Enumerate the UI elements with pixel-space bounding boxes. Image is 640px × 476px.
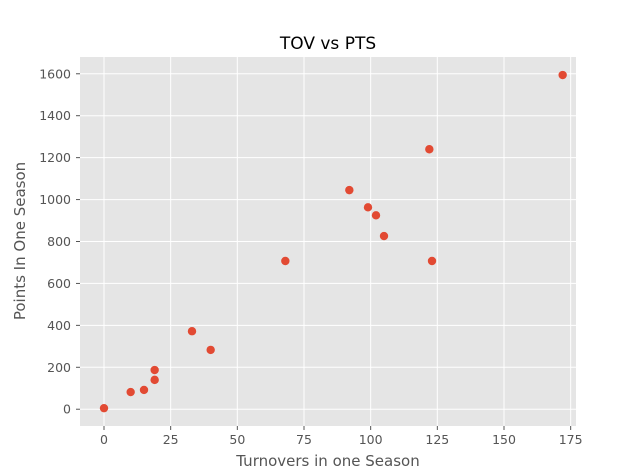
data-point (379, 231, 389, 241)
x-tick-label: 150 (492, 432, 516, 447)
data-point (206, 345, 215, 355)
data-point (281, 256, 290, 266)
data-point (345, 185, 354, 195)
y-tick-label: 200 (47, 360, 71, 375)
x-tick-label: 25 (163, 432, 179, 447)
data-point (99, 403, 109, 413)
y-tick-label: 1000 (39, 192, 71, 207)
x-tick-label: 125 (425, 432, 449, 447)
y-axis-label: Points In One Season (11, 162, 29, 320)
data-point (126, 387, 135, 397)
x-tick-label: 75 (296, 432, 312, 447)
x-tick-label: 0 (100, 432, 108, 447)
data-point (363, 203, 373, 212)
data-point (187, 327, 197, 336)
x-tick-label: 100 (359, 432, 383, 447)
x-tick-label: 50 (229, 432, 245, 447)
grid-lines (80, 57, 576, 426)
y-tick-label: 400 (47, 318, 71, 333)
y-tick-label: 1600 (39, 66, 71, 81)
data-point (427, 256, 437, 266)
y-tick-label: 800 (47, 234, 71, 249)
y-tick-label: 1400 (39, 108, 71, 123)
y-tick-label: 600 (47, 276, 71, 291)
x-tick-label: 175 (559, 432, 583, 447)
data-point (371, 211, 381, 220)
x-axis-label: Turnovers in one Season (235, 452, 419, 470)
data-point (139, 385, 149, 395)
y-tick-label: 1200 (39, 150, 71, 165)
data-point (558, 70, 567, 80)
data-points (99, 70, 567, 413)
y-tick-label: 0 (63, 402, 71, 417)
axis-ticks: 0 25 50 75 100 125 150 175 0 200 400 600 800 1000 1200… (39, 66, 582, 447)
data-point (150, 365, 159, 375)
chart-title: TOV vs PTS (279, 34, 376, 54)
data-point (150, 375, 159, 385)
data-point (425, 145, 434, 154)
